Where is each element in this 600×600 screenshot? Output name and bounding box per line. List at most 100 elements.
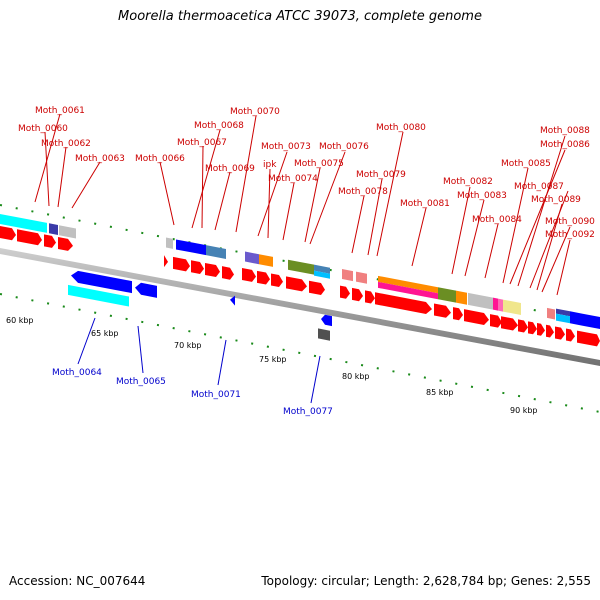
gene-cds bbox=[547, 307, 555, 320]
gene-label: Moth_0085 bbox=[501, 159, 551, 169]
gene-arrow bbox=[222, 266, 234, 280]
gene-cds bbox=[570, 311, 582, 326]
gene-label: Moth_0061 bbox=[35, 106, 85, 116]
gene-cds bbox=[498, 298, 503, 312]
gene-arrow-reverse bbox=[321, 314, 332, 327]
callout-lines bbox=[34, 113, 571, 296]
gene-cds bbox=[259, 254, 273, 267]
gene-label: Moth_0075 bbox=[294, 159, 344, 169]
gene-label: Moth_0087 bbox=[514, 182, 564, 192]
gene-cds bbox=[493, 297, 498, 311]
gene-cds bbox=[20, 217, 47, 233]
gene-label: Moth_0089 bbox=[531, 195, 581, 205]
gene-arrow bbox=[309, 280, 325, 295]
gene-labels-top: Moth_0061 Moth_0060 Moth_0062 Moth_0063 … bbox=[18, 106, 595, 240]
gene-arrow bbox=[490, 314, 502, 328]
scale-tick-label: 85 kbp bbox=[426, 388, 454, 397]
gene-label: Moth_0073 bbox=[261, 142, 311, 152]
gene-label: ipk bbox=[263, 160, 277, 170]
gene-cds bbox=[314, 270, 330, 279]
gene-arrow bbox=[555, 326, 565, 340]
gene-label: Moth_0065 bbox=[116, 377, 166, 387]
gene-label: Moth_0071 bbox=[191, 390, 241, 400]
gene-arrow bbox=[242, 267, 256, 282]
gene-label: Moth_0069 bbox=[205, 164, 255, 174]
gene-cds bbox=[468, 292, 493, 310]
scale-tick-label: 90 kbp bbox=[510, 406, 538, 415]
gene-cds bbox=[288, 259, 314, 275]
gene-label: Moth_0080 bbox=[376, 123, 426, 133]
gene-cds bbox=[342, 268, 353, 282]
gene-label: Moth_0060 bbox=[18, 124, 68, 134]
gene-cds bbox=[314, 264, 330, 274]
scale-tick-label: 75 kbp bbox=[259, 355, 287, 364]
gene-label: Moth_0082 bbox=[443, 177, 493, 187]
gene-arrow bbox=[518, 319, 528, 333]
gene-label: Moth_0079 bbox=[356, 170, 406, 180]
gene-cds bbox=[166, 237, 173, 249]
gene-arrow bbox=[352, 287, 363, 302]
gene-cds bbox=[456, 290, 467, 305]
lower-tick-row bbox=[0, 293, 600, 413]
gene-arrow bbox=[44, 234, 56, 248]
gene-arrow bbox=[453, 307, 463, 321]
gene-arrow bbox=[205, 262, 220, 278]
gene-arrow bbox=[58, 237, 73, 251]
gene-cds bbox=[438, 287, 456, 303]
map-title: Moorella thermoacetica ATCC 39073, compl… bbox=[118, 9, 482, 24]
gene-arrow bbox=[537, 323, 545, 336]
gene-arrow bbox=[164, 255, 168, 268]
gene-arrow bbox=[191, 260, 204, 274]
scale-tick-label: 70 kbp bbox=[174, 341, 202, 350]
gene-label: Moth_0067 bbox=[177, 138, 227, 148]
gene-label: Moth_0062 bbox=[41, 139, 91, 149]
gene-cds bbox=[49, 223, 58, 236]
gene-cds bbox=[0, 214, 20, 228]
gene-cds bbox=[193, 242, 206, 256]
lower-feature-track bbox=[68, 270, 332, 341]
genome-summary: Topology: circular; Length: 2,628,784 bp… bbox=[261, 574, 591, 588]
gene-arrow bbox=[434, 303, 451, 318]
gene-arrow bbox=[286, 276, 307, 292]
scale-tick-label: 60 kbp bbox=[6, 316, 34, 325]
gene-cds bbox=[318, 328, 330, 341]
gene-label: Moth_0068 bbox=[194, 121, 244, 131]
gene-label: Moth_0088 bbox=[540, 126, 590, 136]
genome-backbone bbox=[0, 248, 600, 366]
gene-arrow bbox=[257, 270, 270, 285]
gene-cds bbox=[68, 284, 129, 307]
gene-cds bbox=[356, 271, 367, 284]
gene-cds bbox=[503, 299, 521, 315]
gene-cds bbox=[206, 245, 226, 259]
gene-cds bbox=[378, 275, 438, 294]
scale-tick-label: 80 kbp bbox=[342, 372, 370, 381]
gene-arrow bbox=[577, 330, 600, 347]
gene-label: Moth_0078 bbox=[338, 187, 388, 197]
gene-cds bbox=[176, 239, 193, 253]
gene-cds bbox=[59, 225, 76, 239]
scale-tick-label: 65 kbp bbox=[91, 329, 119, 338]
gene-label: Moth_0064 bbox=[52, 368, 102, 378]
gene-arrow-reverse bbox=[230, 295, 235, 306]
gene-arrow bbox=[566, 328, 575, 342]
gene-label: Moth_0076 bbox=[319, 142, 369, 152]
gene-cds bbox=[556, 313, 570, 324]
upper-feature-tracks bbox=[0, 214, 600, 347]
gene-arrow bbox=[546, 324, 554, 338]
gene-label: Moth_0090 bbox=[545, 217, 595, 227]
gene-label: Moth_0070 bbox=[230, 107, 280, 117]
gene-label: Moth_0063 bbox=[75, 154, 125, 164]
gene-label: Moth_0077 bbox=[283, 407, 333, 417]
gene-label: Moth_0092 bbox=[545, 230, 595, 240]
gene-arrow bbox=[365, 290, 375, 304]
gene-arrow bbox=[173, 256, 190, 272]
gene-cds bbox=[582, 313, 600, 329]
gene-label: Moth_0081 bbox=[400, 199, 450, 209]
gene-label: Moth_0074 bbox=[268, 174, 318, 184]
callout-lines-bottom bbox=[77, 317, 321, 404]
gene-arrow-reverse bbox=[135, 282, 157, 298]
gene-label: Moth_0066 bbox=[135, 154, 185, 164]
gene-cds bbox=[245, 251, 259, 265]
scale-labels: 60 kbp 65 kbp 70 kbp 75 kbp 80 kbp 85 kb… bbox=[6, 316, 538, 415]
